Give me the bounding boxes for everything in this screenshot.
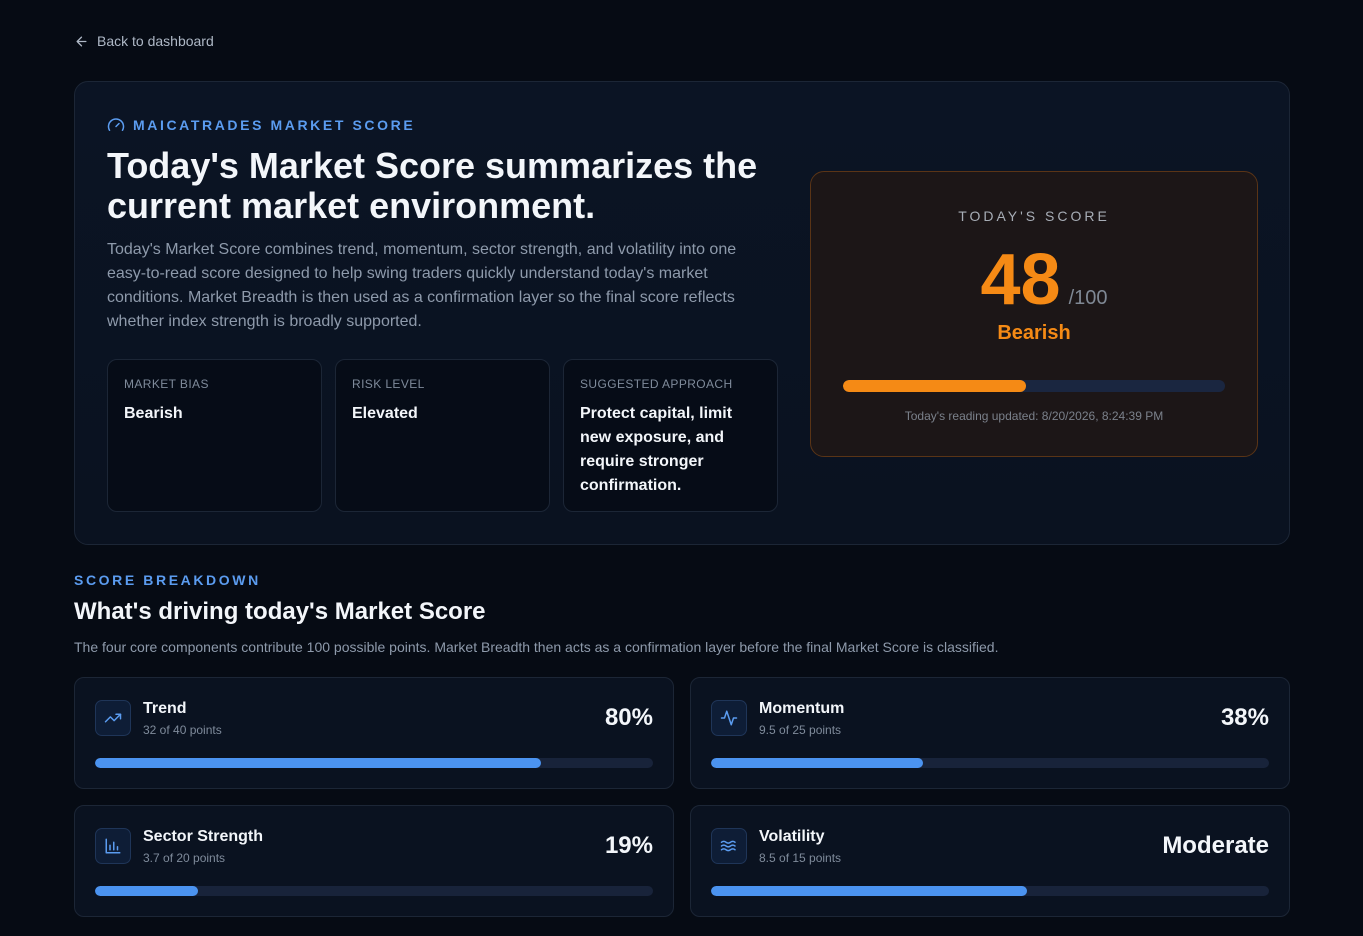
component-progress-fill [95, 886, 199, 896]
waves-icon [720, 840, 736, 852]
component-percentage: 19% [604, 832, 653, 859]
gauge-icon [107, 118, 125, 131]
hero-eyebrow: MAICATRADES MARKET SCORE [107, 116, 415, 134]
score-progress-fill [843, 380, 1027, 392]
bar-chart-icon-box [95, 828, 131, 864]
component-progress-track [95, 886, 653, 896]
component-name: Momentum [759, 700, 845, 717]
hero-title: Today's Market Score summarizes the curr… [107, 145, 758, 226]
back-label: Back to dashboard [97, 33, 214, 49]
arrow-left-icon [76, 36, 87, 46]
bar-chart-icon [105, 838, 121, 854]
score-max: /100 [1068, 287, 1108, 309]
breakdown-eyebrow: SCORE BREAKDOWN [74, 572, 261, 588]
score-updated-timestamp: Today's reading updated: 8/20/2026, 8:24… [904, 409, 1164, 423]
score-progress-track [843, 380, 1225, 392]
trending-up-icon-box [95, 700, 131, 736]
component-points: 8.5 of 15 points [759, 851, 842, 865]
component-percentage: 38% [1220, 704, 1269, 731]
hero-eyebrow-text: MAICATRADES MARKET SCORE [133, 117, 416, 133]
score-value: 48 [980, 240, 1061, 320]
market-bias-value: Bearish [124, 405, 183, 422]
component-progress-fill [95, 758, 542, 768]
activity-icon [720, 710, 738, 726]
todays-score-card: TODAY'S SCORE 48 /100 Bearish Today's re… [810, 171, 1258, 457]
component-card-momentum: Momentum 9.5 of 25 points 38% [690, 677, 1290, 789]
component-card-trend: Trend 32 of 40 points 80% [74, 677, 674, 789]
summary-cards: MARKET BIAS Bearish RISK LEVEL Elevated … [107, 359, 778, 512]
breakdown-title: What's driving today's Market Score [74, 598, 486, 625]
score-value-row: 48 /100 [811, 242, 1257, 318]
component-progress-fill [711, 758, 924, 768]
breakdown-description: The four core components contribute 100 … [74, 639, 999, 655]
risk-level-label: RISK LEVEL [352, 377, 425, 391]
market-score-hero: MAICATRADES MARKET SCORE Today's Market … [74, 81, 1290, 545]
component-card-sector-strength: Sector Strength 3.7 of 20 points 19% [74, 805, 674, 917]
suggested-approach-card: SUGGESTED APPROACH Protect capital, limi… [563, 359, 778, 512]
component-card-volatility: Volatility 8.5 of 15 points Moderate [690, 805, 1290, 917]
risk-level-value: Elevated [352, 405, 418, 422]
component-points: 3.7 of 20 points [143, 851, 226, 865]
back-to-dashboard-link[interactable]: Back to dashboard [74, 33, 214, 49]
component-progress-fill [711, 886, 1028, 896]
component-points: 9.5 of 25 points [759, 723, 842, 737]
component-points: 32 of 40 points [143, 723, 222, 737]
activity-icon-box [711, 700, 747, 736]
market-bias-card: MARKET BIAS Bearish [107, 359, 322, 512]
component-name: Volatility [759, 828, 825, 845]
hero-description: Today's Market Score combines trend, mom… [107, 241, 737, 330]
component-percentage: Moderate [1162, 832, 1269, 859]
score-classification: Bearish [997, 322, 1071, 344]
risk-level-card: RISK LEVEL Elevated [335, 359, 550, 512]
component-progress-track [711, 886, 1269, 896]
component-progress-track [95, 758, 653, 768]
market-bias-label: MARKET BIAS [124, 377, 209, 391]
component-name: Sector Strength [143, 828, 264, 845]
component-percentage: 80% [604, 704, 653, 731]
waves-icon-box [711, 828, 747, 864]
suggested-approach-label: SUGGESTED APPROACH [580, 377, 733, 391]
suggested-approach-value: Protect capital, limit new exposure, and… [580, 405, 733, 494]
trending-up-icon [104, 713, 122, 723]
component-progress-track [711, 758, 1269, 768]
score-title: TODAY'S SCORE [958, 208, 1110, 224]
component-name: Trend [143, 700, 187, 717]
